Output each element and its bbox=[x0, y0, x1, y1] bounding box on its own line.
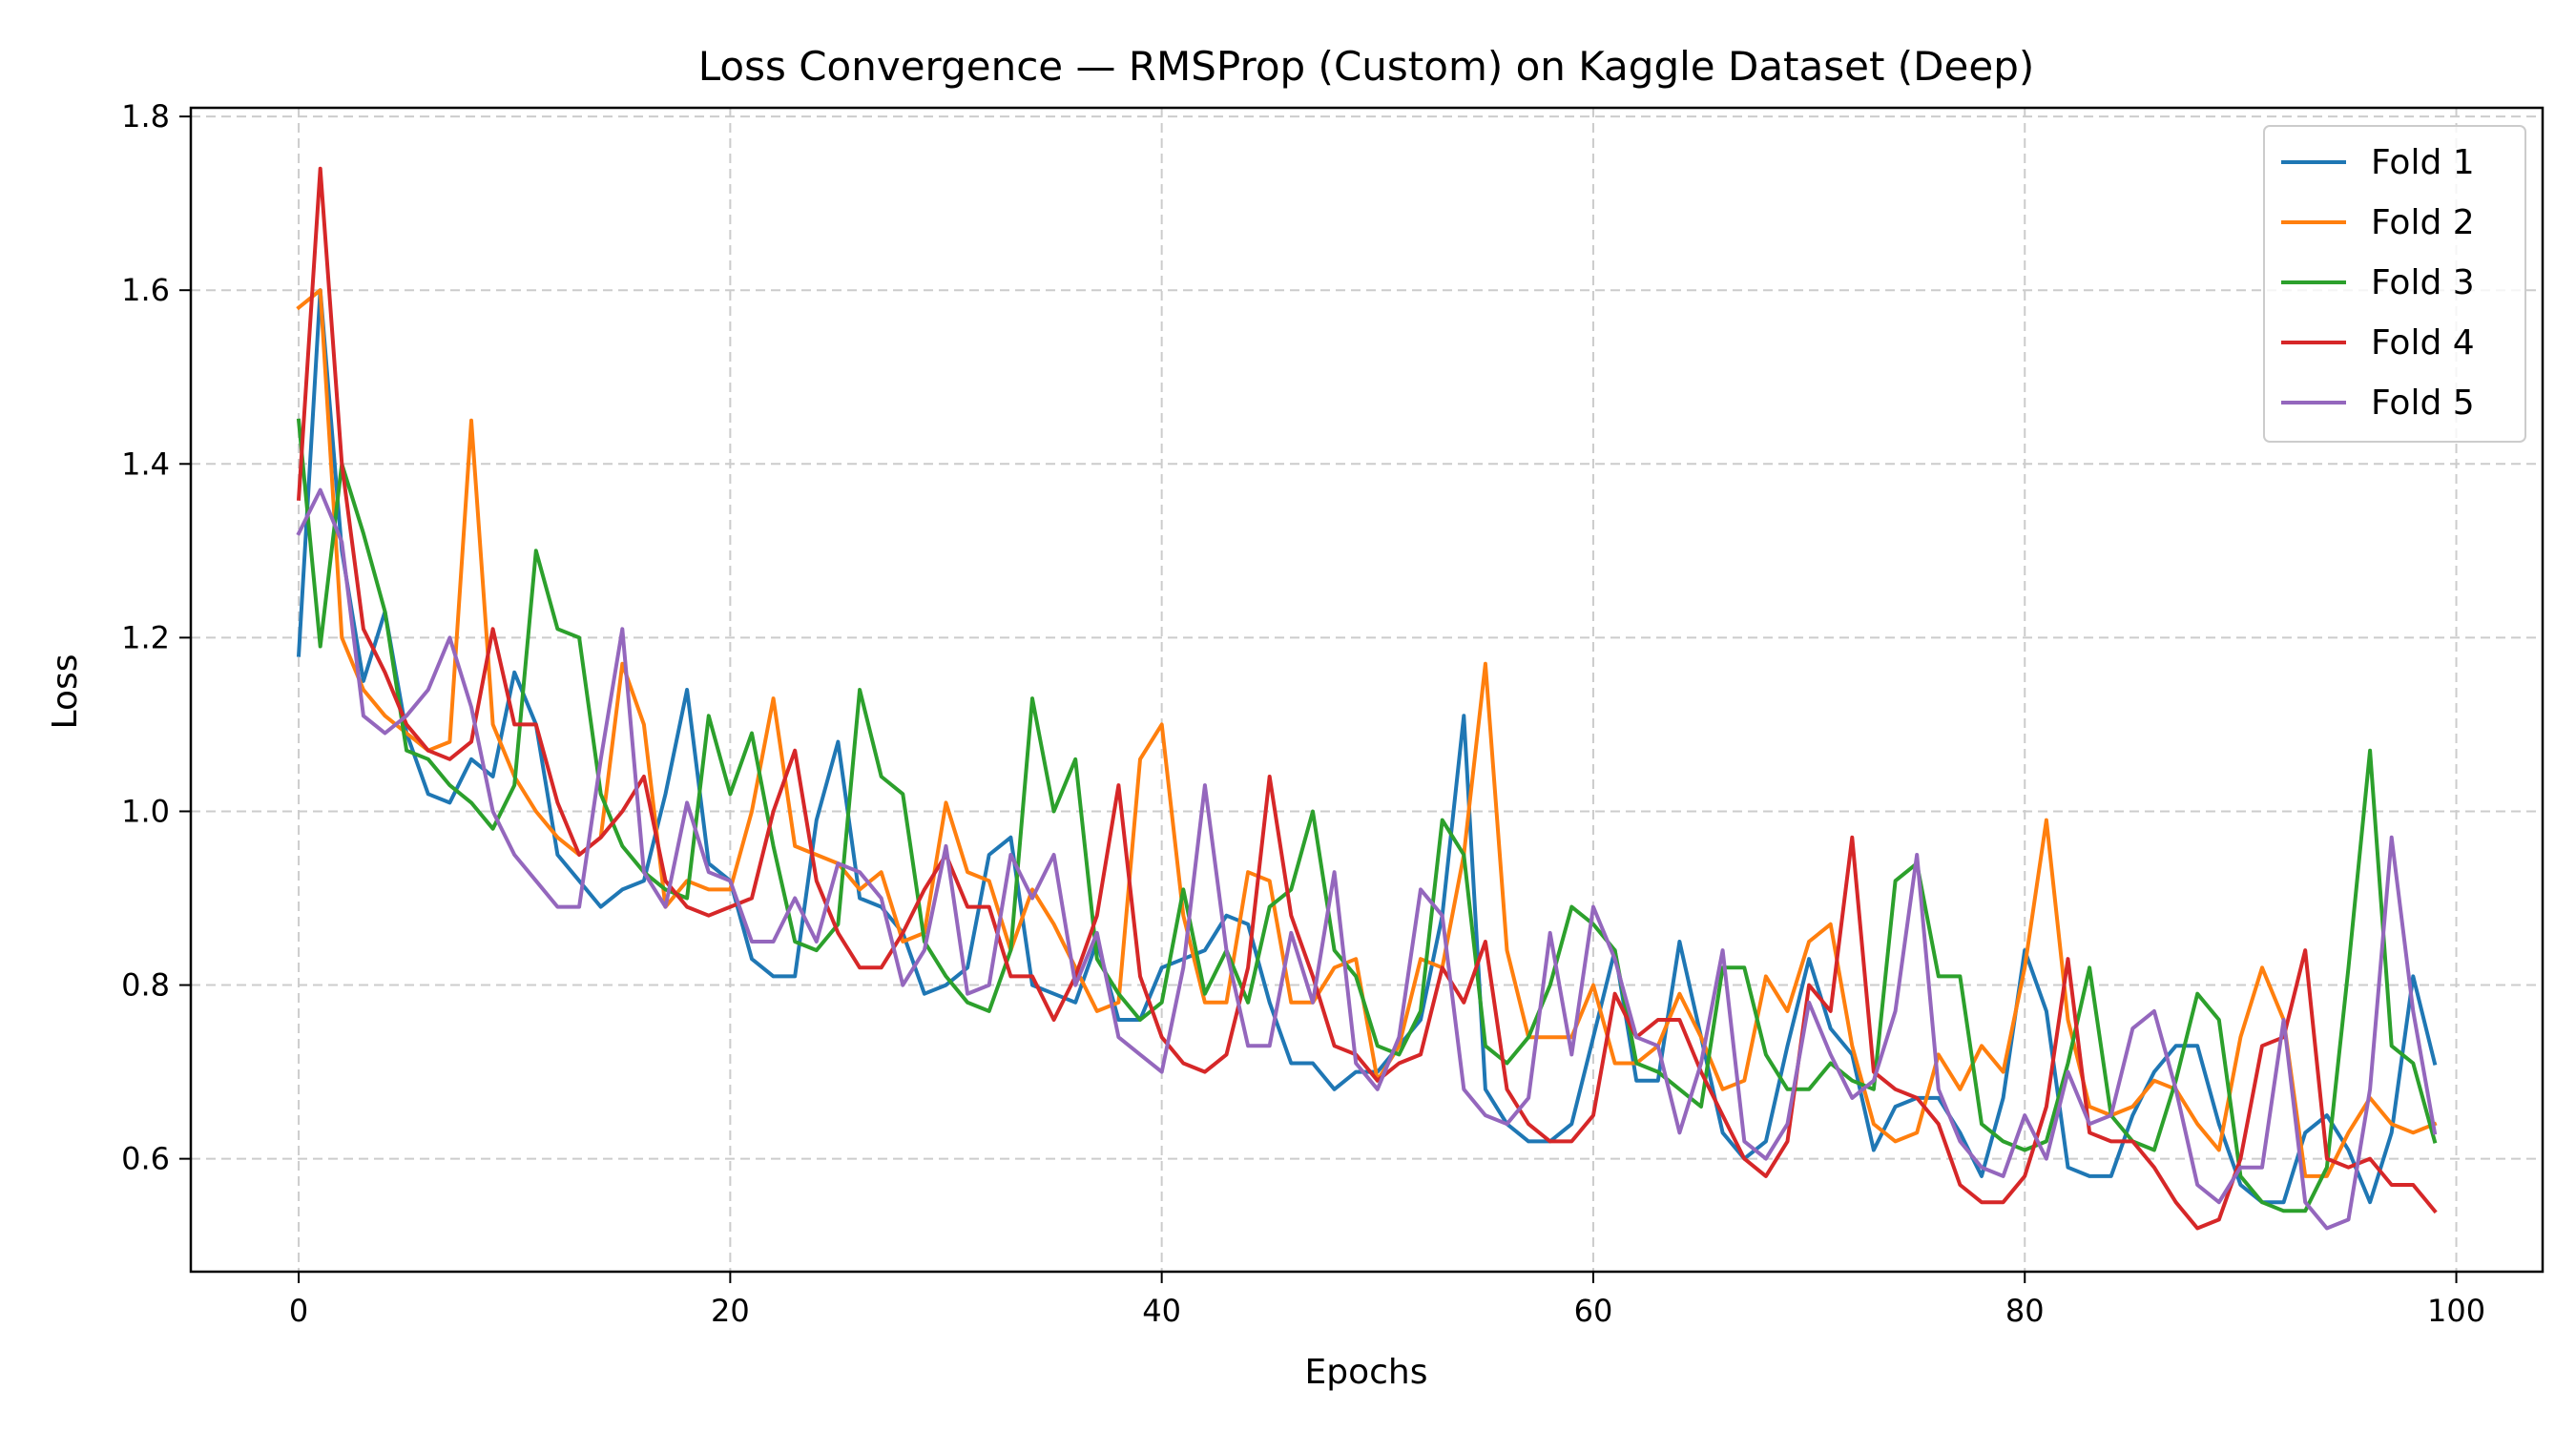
series-line-fold-3 bbox=[296, 418, 2438, 1213]
legend-label-fold-2: Fold 2 bbox=[2371, 203, 2475, 242]
x-tick-label: 40 bbox=[1142, 1293, 1181, 1329]
y-tick-label: 1.0 bbox=[121, 793, 170, 829]
series-line-fold-2 bbox=[296, 288, 2438, 1178]
x-axis-label: Epochs bbox=[1305, 1353, 1428, 1392]
y-tick-label: 1.8 bbox=[121, 98, 170, 135]
legend-label-fold-3: Fold 3 bbox=[2371, 263, 2475, 302]
y-axis: 0.6 0.8 1.0 1.2 1.4 1.6 1.8 bbox=[121, 98, 191, 1177]
y-tick-label: 1.2 bbox=[121, 619, 170, 655]
y-tick-label: 0.8 bbox=[121, 967, 170, 1004]
y-axis-label: Loss bbox=[46, 654, 85, 730]
plot-frame bbox=[189, 106, 2545, 1274]
x-tick-label: 20 bbox=[711, 1293, 750, 1329]
series-line-fold-4 bbox=[296, 166, 2438, 1231]
legend: Fold 1 Fold 2 Fold 3 Fold 4 Fold 5 bbox=[2263, 125, 2526, 443]
series-line-fold-5 bbox=[296, 487, 2438, 1231]
x-tick-label: 100 bbox=[2427, 1293, 2485, 1329]
legend-label-fold-4: Fold 4 bbox=[2371, 323, 2475, 363]
y-tick-label: 0.6 bbox=[121, 1141, 170, 1177]
x-axis: 0 20 40 60 80 100 bbox=[289, 1272, 2485, 1329]
grid bbox=[191, 108, 2543, 1272]
series-layer bbox=[296, 166, 2438, 1231]
chart-title: Loss Convergence — RMSProp (Custom) on K… bbox=[698, 43, 2035, 90]
legend-label-fold-1: Fold 1 bbox=[2371, 143, 2475, 182]
x-tick-label: 0 bbox=[289, 1293, 308, 1329]
legend-label-fold-5: Fold 5 bbox=[2371, 384, 2475, 423]
x-tick-label: 80 bbox=[2005, 1293, 2045, 1329]
y-tick-label: 1.4 bbox=[121, 446, 170, 482]
y-tick-label: 1.6 bbox=[121, 272, 170, 308]
legend-box bbox=[2263, 125, 2526, 443]
x-tick-label: 60 bbox=[1574, 1293, 1613, 1329]
